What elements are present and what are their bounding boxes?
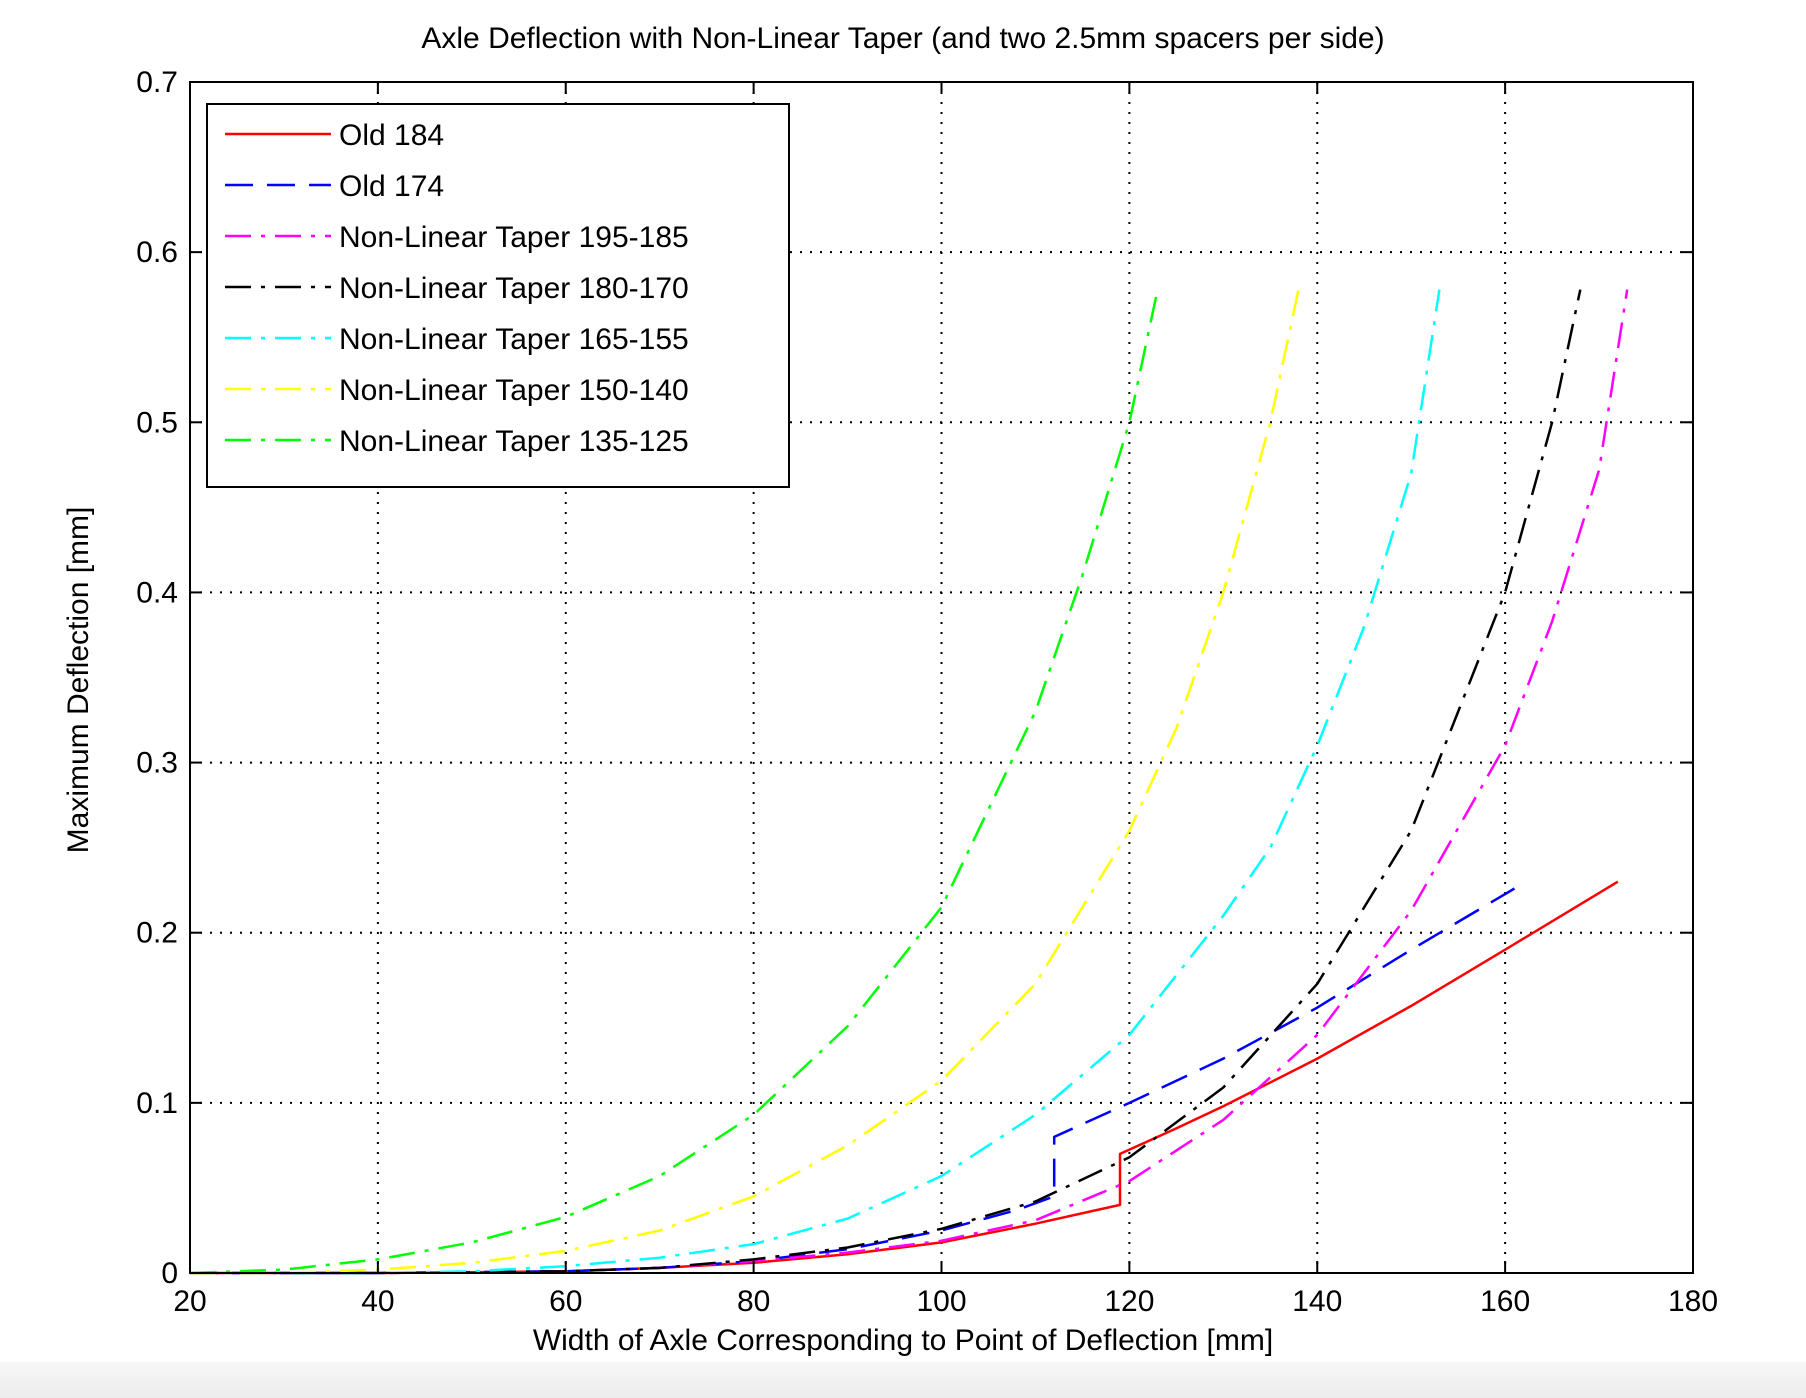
series-line: [190, 289, 1300, 1275]
series-line: [189, 289, 1159, 1275]
x-tick-label: 140: [1292, 1285, 1342, 1318]
x-tick-label: 100: [916, 1285, 966, 1318]
y-tick-label: 0.6: [136, 236, 178, 269]
series-layer: [189, 289, 1629, 1275]
series-line: [190, 289, 1582, 1275]
y-tick-label: 0.2: [136, 917, 178, 950]
y-axis-label: Maximum Deflection [mm]: [62, 507, 95, 854]
y-tick-label: 0.7: [136, 66, 178, 99]
y-tick-labels: 0 0.1 0.2 0.3 0.4 0.5 0.6 0.7: [136, 66, 178, 1290]
y-tick-label: 0.4: [136, 576, 178, 609]
series-line: [190, 289, 1441, 1275]
legend-entry: Non-Linear Taper 180-170: [339, 272, 689, 305]
legend-entry: Old 174: [339, 170, 444, 203]
legend-box: [206, 103, 790, 488]
x-tick-label: 180: [1668, 1285, 1718, 1318]
y-tick-label: 0: [161, 1257, 178, 1290]
legend: Old 184 Old 174 Non-Linear Taper 195-185 No…: [206, 103, 790, 488]
chart-title: Axle Deflection with Non-Linear Taper (a…: [421, 22, 1384, 55]
window-bottom-edge: [0, 1362, 1806, 1398]
x-tick-label: 40: [361, 1285, 394, 1318]
x-tick-label: 60: [549, 1285, 582, 1318]
legend-entry: Non-Linear Taper 195-185: [339, 221, 689, 254]
y-tick-label: 0.3: [136, 747, 178, 780]
x-tick-label: 20: [173, 1285, 206, 1318]
legend-entry: Non-Linear Taper 150-140: [339, 374, 689, 407]
x-tick-labels: 20 40 60 80 100 120 140 160 180: [173, 1285, 1718, 1318]
legend-entry: Old 184: [339, 119, 444, 152]
y-tick-label: 0.1: [136, 1087, 178, 1120]
legend-entry: Non-Linear Taper 165-155: [339, 323, 689, 356]
series-line: [190, 887, 1516, 1275]
legend-entry: Non-Linear Taper 135-125: [339, 425, 689, 458]
x-tick-label: 120: [1104, 1285, 1154, 1318]
axis-ticks: [189, 81, 1694, 1274]
x-tick-label: 160: [1480, 1285, 1530, 1318]
y-tick-label: 0.5: [136, 406, 178, 439]
x-tick-label: 80: [737, 1285, 770, 1318]
x-axis-label: Width of Axle Corresponding to Point of …: [533, 1324, 1273, 1357]
